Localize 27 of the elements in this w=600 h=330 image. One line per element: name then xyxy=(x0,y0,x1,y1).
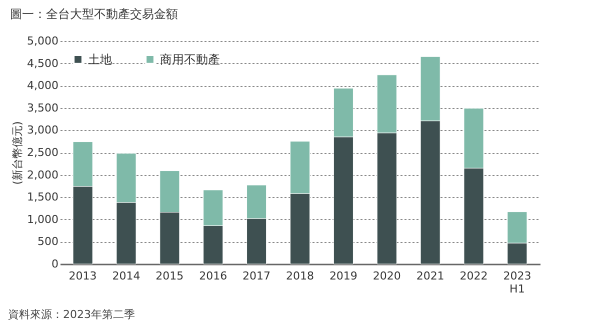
y-tick-label: 5,000 xyxy=(27,34,58,48)
legend-label: 土地 xyxy=(88,52,112,66)
x-tick-label: 2020 xyxy=(372,270,401,282)
x-tick-label: 2019 xyxy=(329,270,358,282)
y-tick-label: 1,500 xyxy=(27,190,58,204)
x-tick-label: 2022 xyxy=(460,270,488,282)
source-note: 資料來源：2023年第二季 xyxy=(8,307,135,322)
y-tick-label: 3,000 xyxy=(27,124,58,137)
chart-title: 圖一：全台大型不動產交易金額 xyxy=(10,7,178,21)
x-tick-label: 2017 xyxy=(242,270,271,282)
y-tick-label: 4,500 xyxy=(27,56,58,70)
x-tick-label: 2013 xyxy=(68,270,97,282)
y-tick-label: 1,000 xyxy=(27,212,58,226)
legend-label: 商用不動產 xyxy=(160,52,220,66)
y-tick-label: 3,500 xyxy=(27,101,58,114)
x-tick-label: 2014 xyxy=(112,270,140,282)
y-axis-title: (新台幣億元) xyxy=(11,121,24,185)
y-tick-label: 4,000 xyxy=(27,79,58,92)
y-tick-label: 2,000 xyxy=(27,168,58,182)
x-tick-label: 2021 xyxy=(416,270,444,282)
x-tick-label: 2023 H1 xyxy=(503,270,532,296)
x-tick-label: 2016 xyxy=(199,270,228,282)
y-tick-label: 2,500 xyxy=(27,146,58,159)
y-tick-label: 0 xyxy=(52,258,58,270)
x-tick-label: 2015 xyxy=(156,270,184,282)
y-tick-label: 500 xyxy=(38,235,58,248)
x-tick-label: 2018 xyxy=(286,270,314,282)
